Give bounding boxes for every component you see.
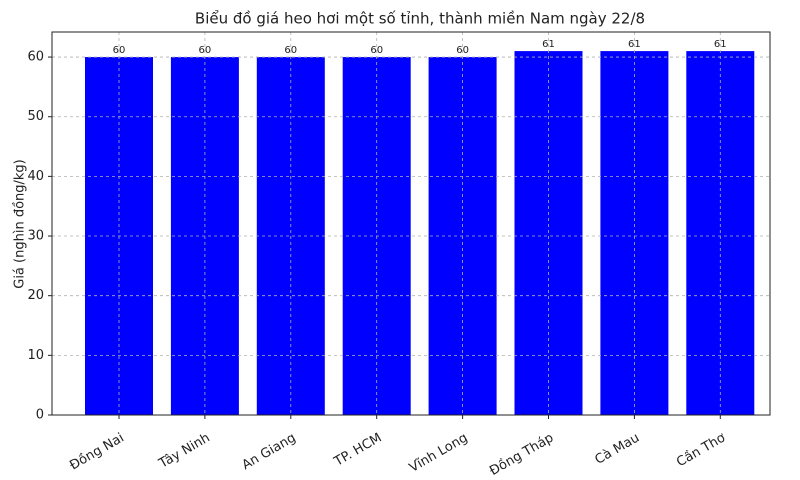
y-tick-label: 0 <box>36 408 44 423</box>
plot-frame <box>51 31 771 416</box>
x-tick-label: Đồng Nai <box>67 431 126 474</box>
x-tick-label: TP. HCM <box>331 431 384 471</box>
x-tick-label: Đồng Tháp <box>487 431 556 480</box>
y-tick-label: 10 <box>27 348 44 363</box>
y-tick-label: 60 <box>27 50 44 65</box>
y-tick-label: 40 <box>27 169 44 184</box>
x-tick-label: Cần Thơ <box>674 430 728 470</box>
x-tick-label: Cà Mau <box>593 431 643 468</box>
x-tick-label: Vĩnh Long <box>407 431 470 476</box>
x-tick-label: Tây Ninh <box>156 431 213 473</box>
chart-title: Biểu đồ giá heo hơi một số tỉnh, thành m… <box>195 10 645 28</box>
y-tick-label: 30 <box>27 229 44 244</box>
y-axis-label: Giá (nghìn đồng/kg) <box>13 159 28 289</box>
x-tick-label: An Giang <box>240 431 299 474</box>
y-tick-label: 20 <box>27 288 44 303</box>
y-tick-label: 50 <box>27 109 44 124</box>
